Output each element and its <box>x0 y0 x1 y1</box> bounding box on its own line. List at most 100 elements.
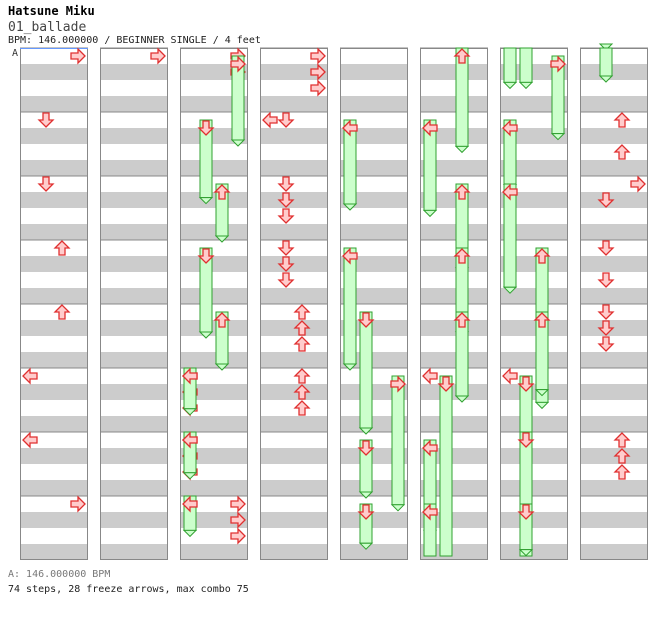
beat-stripe <box>580 160 648 176</box>
beat-stripe <box>20 64 88 80</box>
beat-stripe <box>180 160 248 176</box>
beat-stripe <box>340 256 408 272</box>
bpm-legend: A: 146.000000 BPM <box>8 569 111 580</box>
beat-stripe <box>340 544 408 560</box>
beat-stripe <box>500 224 568 240</box>
freeze-body <box>359 311 373 429</box>
step-arrow-down <box>277 176 295 192</box>
beat-stripe <box>580 96 648 112</box>
step-arrow-up <box>293 304 311 320</box>
beat-stripe <box>500 256 568 272</box>
beat-stripe <box>100 64 168 80</box>
beat-stripe <box>260 512 328 528</box>
beat-stripe <box>420 384 488 400</box>
beat-stripe <box>420 224 488 240</box>
freeze-tail <box>214 235 230 243</box>
beat-stripe <box>260 480 328 496</box>
step-arrow-right <box>230 55 246 73</box>
step-arrow-up <box>453 312 471 328</box>
beat-stripe <box>420 64 488 80</box>
freeze-tail <box>358 491 374 499</box>
freeze-tail <box>598 75 614 83</box>
beat-stripe <box>180 320 248 336</box>
beat-stripe <box>420 128 488 144</box>
beat-stripe <box>100 192 168 208</box>
beat-stripe <box>500 480 568 496</box>
step-arrow-down <box>277 272 295 288</box>
beat-stripe <box>580 512 648 528</box>
beat-stripe <box>500 192 568 208</box>
beat-stripe <box>580 384 648 400</box>
beat-stripe <box>260 384 328 400</box>
step-arrow-down <box>517 504 535 520</box>
step-arrow-up <box>613 464 631 480</box>
beat-stripe <box>340 64 408 80</box>
step-arrow-up <box>533 248 551 264</box>
step-arrow-down <box>277 208 295 224</box>
freeze-body <box>519 47 533 83</box>
beat-stripe <box>260 160 328 176</box>
beat-stripe <box>420 320 488 336</box>
step-arrow-down <box>277 192 295 208</box>
step-arrow-right <box>310 79 326 97</box>
beat-stripe <box>580 256 648 272</box>
beat-stripe <box>500 160 568 176</box>
beat-stripe <box>420 96 488 112</box>
step-arrow-down <box>597 336 615 352</box>
beat-stripe <box>580 480 648 496</box>
beat-stripe <box>260 288 328 304</box>
step-arrow-up <box>213 184 231 200</box>
step-arrow-down <box>37 112 55 128</box>
freeze-tail <box>550 133 566 141</box>
beat-stripe <box>500 544 568 560</box>
beat-stripe <box>180 544 248 560</box>
step-arrow-left <box>262 111 278 129</box>
beat-stripe <box>100 352 168 368</box>
column-border <box>580 48 648 560</box>
beat-stripe <box>100 224 168 240</box>
beat-stripe <box>180 416 248 432</box>
freeze-body <box>599 47 613 77</box>
beat-stripe <box>340 352 408 368</box>
beat-stripe <box>420 192 488 208</box>
freeze-body <box>423 503 437 557</box>
beat-stripe <box>340 416 408 432</box>
beat-stripe <box>20 288 88 304</box>
beat-stripe <box>100 512 168 528</box>
freeze-body <box>343 247 357 365</box>
step-arrow-right <box>70 495 86 513</box>
beat-stripe <box>500 512 568 528</box>
step-arrow-down <box>597 192 615 208</box>
song-title: 01_ballade <box>8 20 87 35</box>
beat-stripe <box>20 480 88 496</box>
freeze-tail <box>534 401 550 410</box>
column-border <box>100 48 168 560</box>
chart-info: BPM: 146.000000 / BEGINNER SINGLE / 4 fe… <box>8 35 261 46</box>
beat-stripe <box>260 64 328 80</box>
beat-stripe <box>100 288 168 304</box>
beat-stripe <box>20 416 88 432</box>
beat-stripe <box>340 320 408 336</box>
beat-stripe <box>260 256 328 272</box>
step-arrow-left <box>22 367 38 385</box>
freeze-tail <box>198 331 214 339</box>
step-arrow-left <box>502 367 518 385</box>
step-arrow-down <box>357 312 375 328</box>
bpm-marker: A <box>12 48 18 59</box>
freeze-tail <box>454 145 470 154</box>
step-arrow-left <box>342 247 358 265</box>
step-arrow-right <box>390 375 406 393</box>
beat-stripe <box>180 192 248 208</box>
step-arrow-right <box>230 495 246 513</box>
freeze-tail <box>422 209 438 218</box>
step-arrow-left <box>182 495 198 513</box>
beat-stripe <box>180 256 248 272</box>
column-border <box>500 48 568 560</box>
beat-stripe <box>20 128 88 144</box>
step-arrow-up <box>293 368 311 384</box>
beat-stripe <box>340 480 408 496</box>
step-arrow-right <box>310 47 326 65</box>
beat-stripe <box>420 256 488 272</box>
step-arrow-down <box>357 504 375 520</box>
step-arrow-down <box>277 240 295 256</box>
